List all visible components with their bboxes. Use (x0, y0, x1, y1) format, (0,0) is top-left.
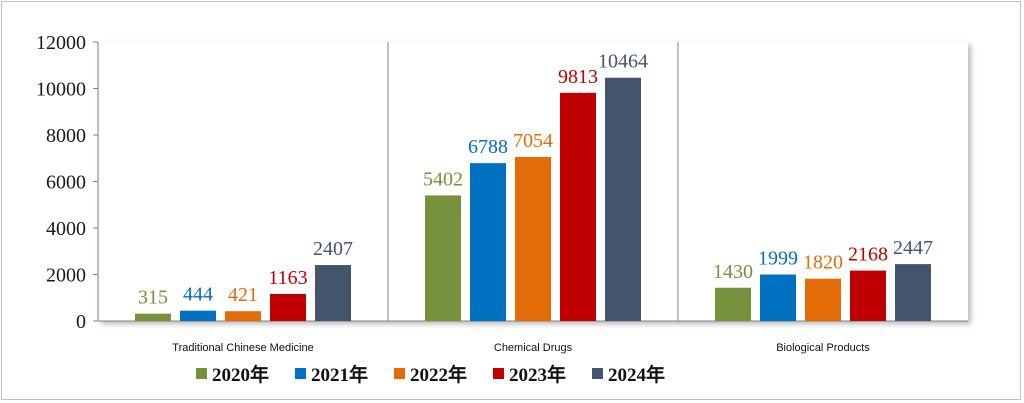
category-labels: Traditional Chinese Medicine Chemical Dru… (172, 342, 870, 354)
bar (760, 274, 796, 321)
bar (895, 264, 931, 321)
data-label: 10464 (598, 51, 648, 73)
category-label: Traditional Chinese Medicine (172, 342, 313, 354)
y-tick-label: 8000 (46, 125, 86, 147)
bar (470, 163, 506, 321)
legend-label: 2024年 (608, 363, 665, 386)
y-tick-label: 2000 (46, 265, 86, 287)
bar (425, 195, 461, 321)
data-label: 1820 (803, 252, 843, 274)
bars (135, 77, 931, 321)
category-label: Chemical Drugs (494, 342, 573, 354)
bar (225, 311, 261, 321)
bar (315, 265, 351, 321)
bar (135, 313, 171, 321)
bar (715, 287, 751, 321)
legend-label: 2020年 (212, 363, 269, 386)
data-label: 1430 (713, 261, 753, 283)
bar (180, 310, 216, 321)
y-tick-label: 12000 (36, 32, 86, 54)
bar (560, 92, 596, 321)
bar (605, 77, 641, 321)
bar (805, 278, 841, 321)
data-label: 1163 (268, 267, 307, 289)
legend-swatch (295, 368, 306, 379)
category-label: Biological Products (776, 342, 870, 354)
y-tick-label: 10000 (36, 79, 86, 101)
legend-swatch (196, 368, 207, 379)
data-label: 421 (228, 284, 258, 306)
data-label: 2407 (313, 238, 353, 260)
legend-label: 2022年 (410, 363, 467, 386)
data-label: 2447 (893, 237, 933, 259)
data-label: 2168 (848, 244, 888, 266)
y-tick-label: 0 (76, 311, 86, 333)
legend-swatch (592, 368, 603, 379)
y-tick-label: 6000 (46, 172, 86, 194)
legend: 2020年 2021年 2022年 2023年 2024年 (196, 363, 665, 386)
legend-label: 2021年 (311, 363, 368, 386)
legend-swatch (394, 368, 405, 379)
y-tick-label: 4000 (46, 218, 86, 240)
data-label: 444 (183, 284, 213, 306)
legend-label: 2023年 (509, 363, 566, 386)
legend-swatch (493, 368, 504, 379)
data-label: 5402 (423, 168, 463, 190)
bar (515, 156, 551, 321)
data-label: 7054 (513, 130, 553, 152)
data-label: 1999 (758, 248, 798, 270)
bar (270, 293, 306, 321)
bar (850, 270, 886, 321)
data-label: 9813 (558, 66, 598, 88)
data-label: 315 (138, 287, 168, 309)
data-label: 6788 (468, 136, 508, 158)
